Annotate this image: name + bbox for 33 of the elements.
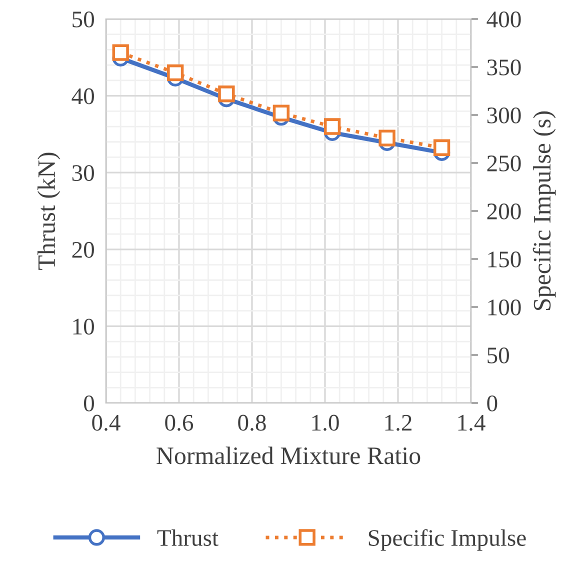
- point: [272, 104, 290, 122]
- y2-tick-label: 50: [488, 347, 509, 364]
- y2-tick-label: 250: [487, 155, 521, 172]
- x-tick-label: 1.2: [385, 414, 412, 431]
- y-tick-label: 10: [73, 318, 94, 335]
- point: [112, 44, 129, 61]
- point: [218, 86, 235, 102]
- legend-label: Specific Impulse: [368, 529, 526, 551]
- y2-tick-label: 300: [487, 107, 521, 124]
- x-tick-label: 1.0: [312, 414, 339, 431]
- x-axis-title: Normalized Mixture Ratio: [156, 446, 420, 464]
- x-tick-label: 0.6: [165, 414, 194, 431]
- point: [324, 118, 341, 135]
- y-tick-label: 0: [84, 395, 94, 412]
- y2-tick-label: 150: [488, 251, 521, 268]
- x-tick-label: 0.4: [92, 414, 120, 431]
- y-tick-label: 20: [72, 242, 94, 258]
- y-tick-label: 40: [72, 88, 94, 104]
- x-tick-label: 1.4: [458, 414, 486, 431]
- y-axis-title: Thrust (kN): [37, 152, 60, 270]
- x-tick-label: 0.8: [238, 414, 266, 431]
- y-tick-label: 30: [72, 165, 94, 182]
- point: [378, 130, 396, 146]
- y2-tick-label: 0: [487, 395, 498, 412]
- y2-tick-label: 400: [486, 11, 521, 28]
- point: [433, 139, 450, 156]
- y2-tick-label: 350: [487, 59, 521, 76]
- legend-label: Thrust: [157, 529, 218, 546]
- y2-tick-label: 200: [487, 203, 521, 220]
- y-tick-label: 50: [72, 11, 94, 28]
- y2-tick-label: 100: [488, 299, 521, 316]
- y2-axis-title: Specific Impulse (s): [532, 111, 556, 310]
- point: [167, 64, 184, 82]
